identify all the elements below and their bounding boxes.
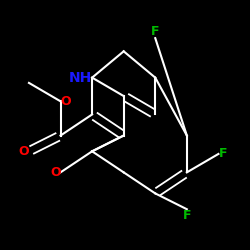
Text: F: F — [182, 209, 191, 222]
Text: O: O — [60, 95, 71, 108]
Text: F: F — [218, 148, 227, 160]
Text: O: O — [18, 145, 29, 158]
Text: O: O — [50, 166, 60, 179]
Text: NH: NH — [69, 71, 92, 85]
Text: F: F — [151, 25, 160, 38]
